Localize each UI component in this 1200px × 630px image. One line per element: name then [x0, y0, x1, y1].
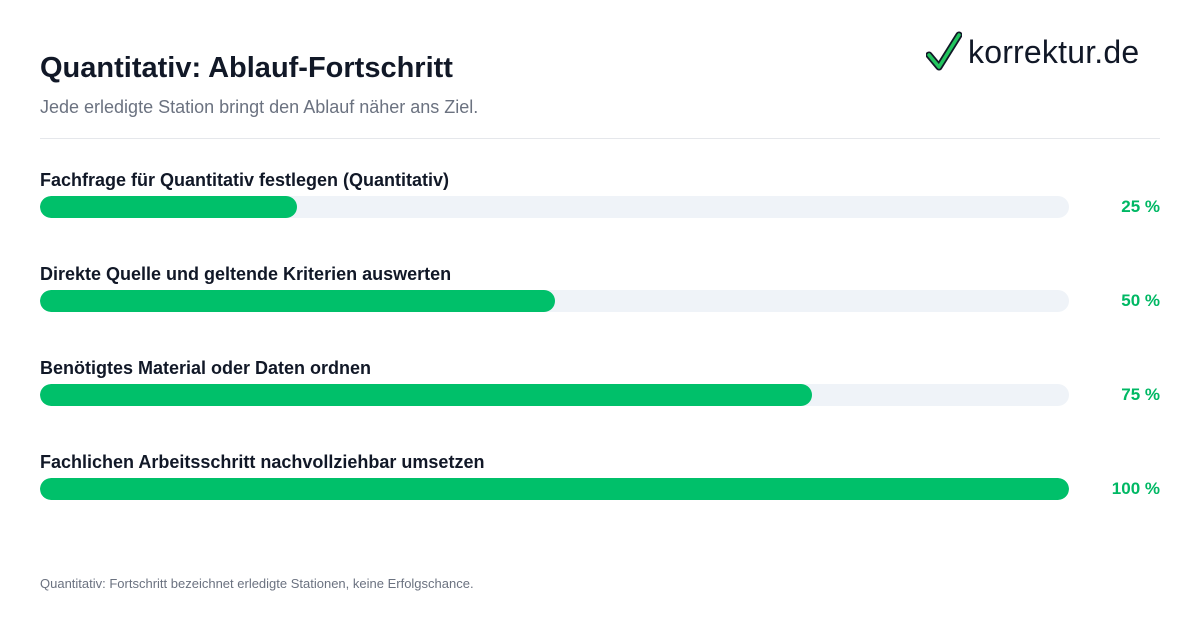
- progress-percent: 100 %: [1111, 479, 1160, 498]
- progress-bar: [40, 196, 297, 218]
- progress-percent: 25 %: [1121, 197, 1160, 216]
- logo-text: korrektur.de: [968, 34, 1140, 70]
- progress-label: Fachfrage für Quantitativ festlegen (Qua…: [40, 170, 450, 190]
- progress-bar: [40, 290, 555, 312]
- progress-label: Fachlichen Arbeitsschritt nachvollziehba…: [40, 452, 485, 472]
- chart-title: Quantitativ: Ablauf-Fortschritt: [40, 52, 453, 84]
- progress-track: [40, 290, 1069, 312]
- header-divider: [40, 138, 1160, 139]
- chart-subtitle: Jede erledigte Station bringt den Ablauf…: [40, 97, 479, 117]
- progress-track: [40, 478, 1069, 500]
- brand-logo: korrektur.de: [926, 30, 1139, 74]
- progress-row: Direkte Quelle und geltende Kriterien au…: [40, 262, 1160, 322]
- progress-track: [40, 384, 1069, 406]
- progress-row: Fachfrage für Quantitativ festlegen (Qua…: [40, 168, 1160, 228]
- progress-percent: 75 %: [1121, 385, 1160, 404]
- footnote: Quantitativ: Fortschritt bezeichnet erle…: [40, 576, 474, 591]
- progress-bar: [40, 478, 1069, 500]
- progress-percent: 50 %: [1121, 291, 1160, 310]
- progress-row: Benötigtes Material oder Daten ordnen 75 …: [40, 356, 1160, 416]
- checkmark-icon: [926, 31, 962, 71]
- progress-label: Direkte Quelle und geltende Kriterien au…: [40, 264, 452, 284]
- progress-track: [40, 196, 1069, 218]
- progress-row: Fachlichen Arbeitsschritt nachvollziehba…: [40, 450, 1160, 510]
- progress-label: Benötigtes Material oder Daten ordnen: [40, 358, 372, 378]
- progress-bar: [40, 384, 812, 406]
